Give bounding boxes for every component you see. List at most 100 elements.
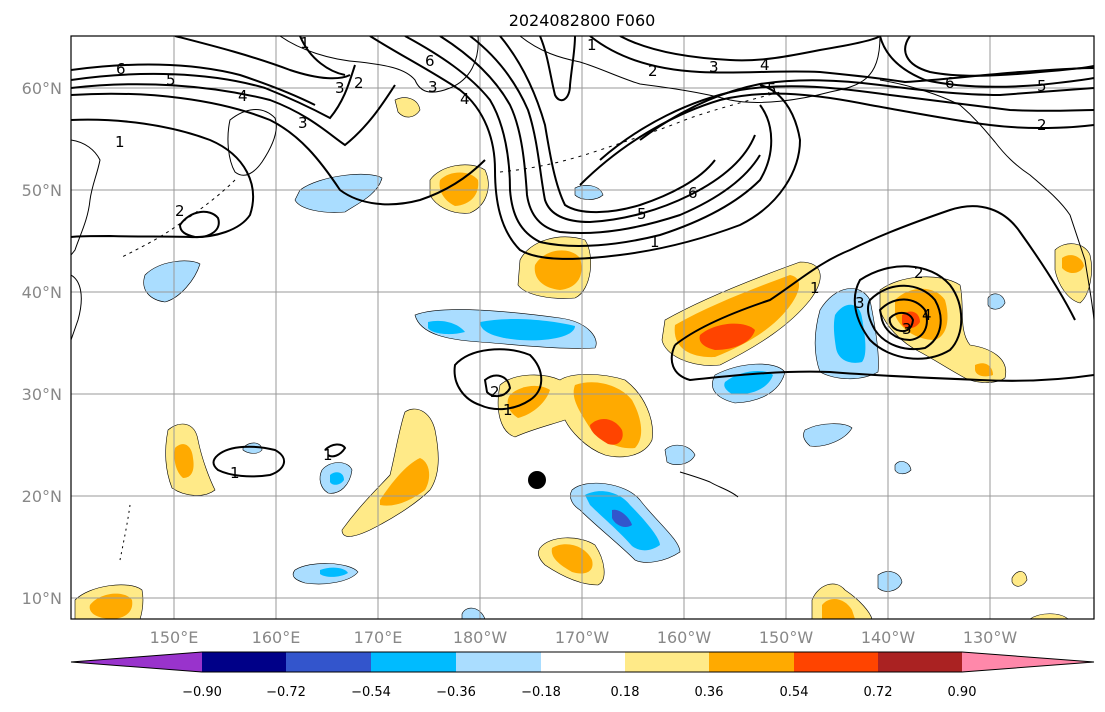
- longitude-label: 160°E: [252, 628, 301, 647]
- contour-isoline: [71, 118, 255, 239]
- contour-isoline: [71, 64, 356, 120]
- map-plot-area: 6 5 4 3 1 2 1 3 2 6 3 4 1 2 3 4 5 6 5 1 …: [71, 34, 1094, 619]
- contour-isoline: [483, 374, 512, 398]
- contour-label: 5: [1037, 77, 1047, 95]
- contour-label: 3: [902, 320, 912, 338]
- coastline-marianas: [119, 504, 131, 561]
- shaded-anomaly-field: [74, 97, 1092, 619]
- colorbar-tick-label: 0.18: [611, 685, 640, 700]
- contour-label: 3: [855, 294, 865, 312]
- contour-label: 5: [767, 80, 777, 98]
- latitude-label: 40°N: [22, 283, 62, 302]
- contour-isoline: [878, 298, 928, 342]
- contour-isoline: [579, 92, 1094, 186]
- contour-isoline: [866, 284, 942, 350]
- colorbar-swatch: [541, 652, 625, 672]
- negative-region: [461, 607, 486, 619]
- contour-label: 1: [230, 464, 240, 482]
- contour-label: 6: [425, 52, 435, 70]
- negative-core: [724, 370, 773, 395]
- longitude-labels: 150°E 160°E 170°E 180°W 170°W 160°W 150°…: [150, 628, 1018, 647]
- negative-region: [242, 442, 263, 454]
- coastline-kamchatka: [227, 109, 277, 176]
- longitude-label: 170°E: [354, 628, 403, 647]
- contour-label: 6: [945, 74, 955, 92]
- colorbar-swatch: [202, 652, 286, 672]
- latitude-label: 10°N: [22, 589, 62, 608]
- negative-region: [987, 293, 1006, 310]
- longitude-label: 130°W: [963, 628, 1018, 647]
- coastline-hawaii: [679, 471, 739, 498]
- contour-label: 1: [300, 34, 310, 52]
- colorbar-tick-label: 0.36: [695, 685, 724, 700]
- storm-position-dot: [528, 471, 546, 489]
- contour-label: 1: [587, 36, 597, 54]
- positive-region: [1029, 613, 1069, 619]
- contour-isoline: [71, 92, 486, 206]
- colorbar-tick-label: −0.36: [436, 685, 476, 700]
- colorbar-outline: [70, 651, 1095, 673]
- contour-isoline: [174, 36, 351, 80]
- negative-core: [428, 320, 465, 335]
- colorbar-swatch: [878, 652, 962, 672]
- contour-isoline: [499, 36, 716, 214]
- contour-label: 5: [637, 205, 647, 223]
- negative-region: [143, 260, 201, 303]
- colorbar-swatch: [71, 652, 202, 672]
- colorbar-tick-label: 0.72: [864, 685, 893, 700]
- longitude-label: 180°W: [453, 628, 508, 647]
- longitude-label: 160°W: [657, 628, 712, 647]
- negative-core: [833, 304, 866, 363]
- coastline-kuril-islands: [119, 179, 236, 259]
- contour-label: 6: [688, 184, 698, 202]
- contour-label: 4: [760, 56, 770, 74]
- contour-label: 2: [354, 74, 364, 92]
- negative-region: [574, 185, 604, 200]
- colorbar-tick-label: 0.90: [948, 685, 977, 700]
- contour-label: 3: [428, 78, 438, 96]
- map-title: 2024082800 F060: [509, 11, 656, 30]
- positive-core: [439, 172, 479, 206]
- negative-core: [330, 472, 344, 485]
- contour-isoline: [670, 344, 1094, 382]
- contour-label: 4: [460, 90, 470, 108]
- latitude-label: 60°N: [22, 79, 62, 98]
- colorbar-tick-label: 0.54: [780, 685, 809, 700]
- coastline-asia: [71, 139, 101, 341]
- positive-region: [394, 97, 421, 118]
- contour-label: 4: [238, 87, 248, 105]
- positive-region: [341, 408, 439, 537]
- negative-region: [894, 461, 912, 475]
- positive-region: [1011, 571, 1028, 587]
- positive-core: [573, 382, 642, 449]
- negative-region: [664, 444, 696, 465]
- positive-peak: [590, 418, 623, 445]
- contour-isoline: [453, 348, 543, 411]
- contour-label: 2: [1037, 116, 1047, 134]
- negative-core: [320, 567, 348, 577]
- negative-region: [877, 571, 903, 592]
- contour-label: 2: [490, 383, 500, 401]
- colorbar-swatch: [709, 652, 794, 672]
- positive-core: [380, 458, 430, 506]
- contour-lines: [71, 36, 1094, 478]
- colorbar-tick-label: −0.54: [351, 685, 391, 700]
- colorbar-swatch: [625, 652, 709, 672]
- positive-core: [975, 363, 993, 377]
- colorbar: [70, 651, 1095, 673]
- contour-isoline: [469, 36, 756, 224]
- contour-label: 1: [115, 133, 125, 151]
- negative-core: [480, 319, 575, 341]
- latitude-label: 50°N: [22, 181, 62, 200]
- contour-label: 4: [922, 306, 932, 324]
- colorbar-swatch: [456, 652, 541, 672]
- contour-label: 3: [335, 79, 345, 97]
- contour-label: 3: [709, 58, 719, 76]
- longitude-label: 150°E: [150, 628, 199, 647]
- contour-isoline: [299, 36, 346, 76]
- contour-label: 3: [298, 114, 308, 132]
- contour-label: 5: [166, 71, 176, 89]
- latitude-label: 30°N: [22, 385, 62, 404]
- colorbar-tick-label: −0.72: [266, 685, 306, 700]
